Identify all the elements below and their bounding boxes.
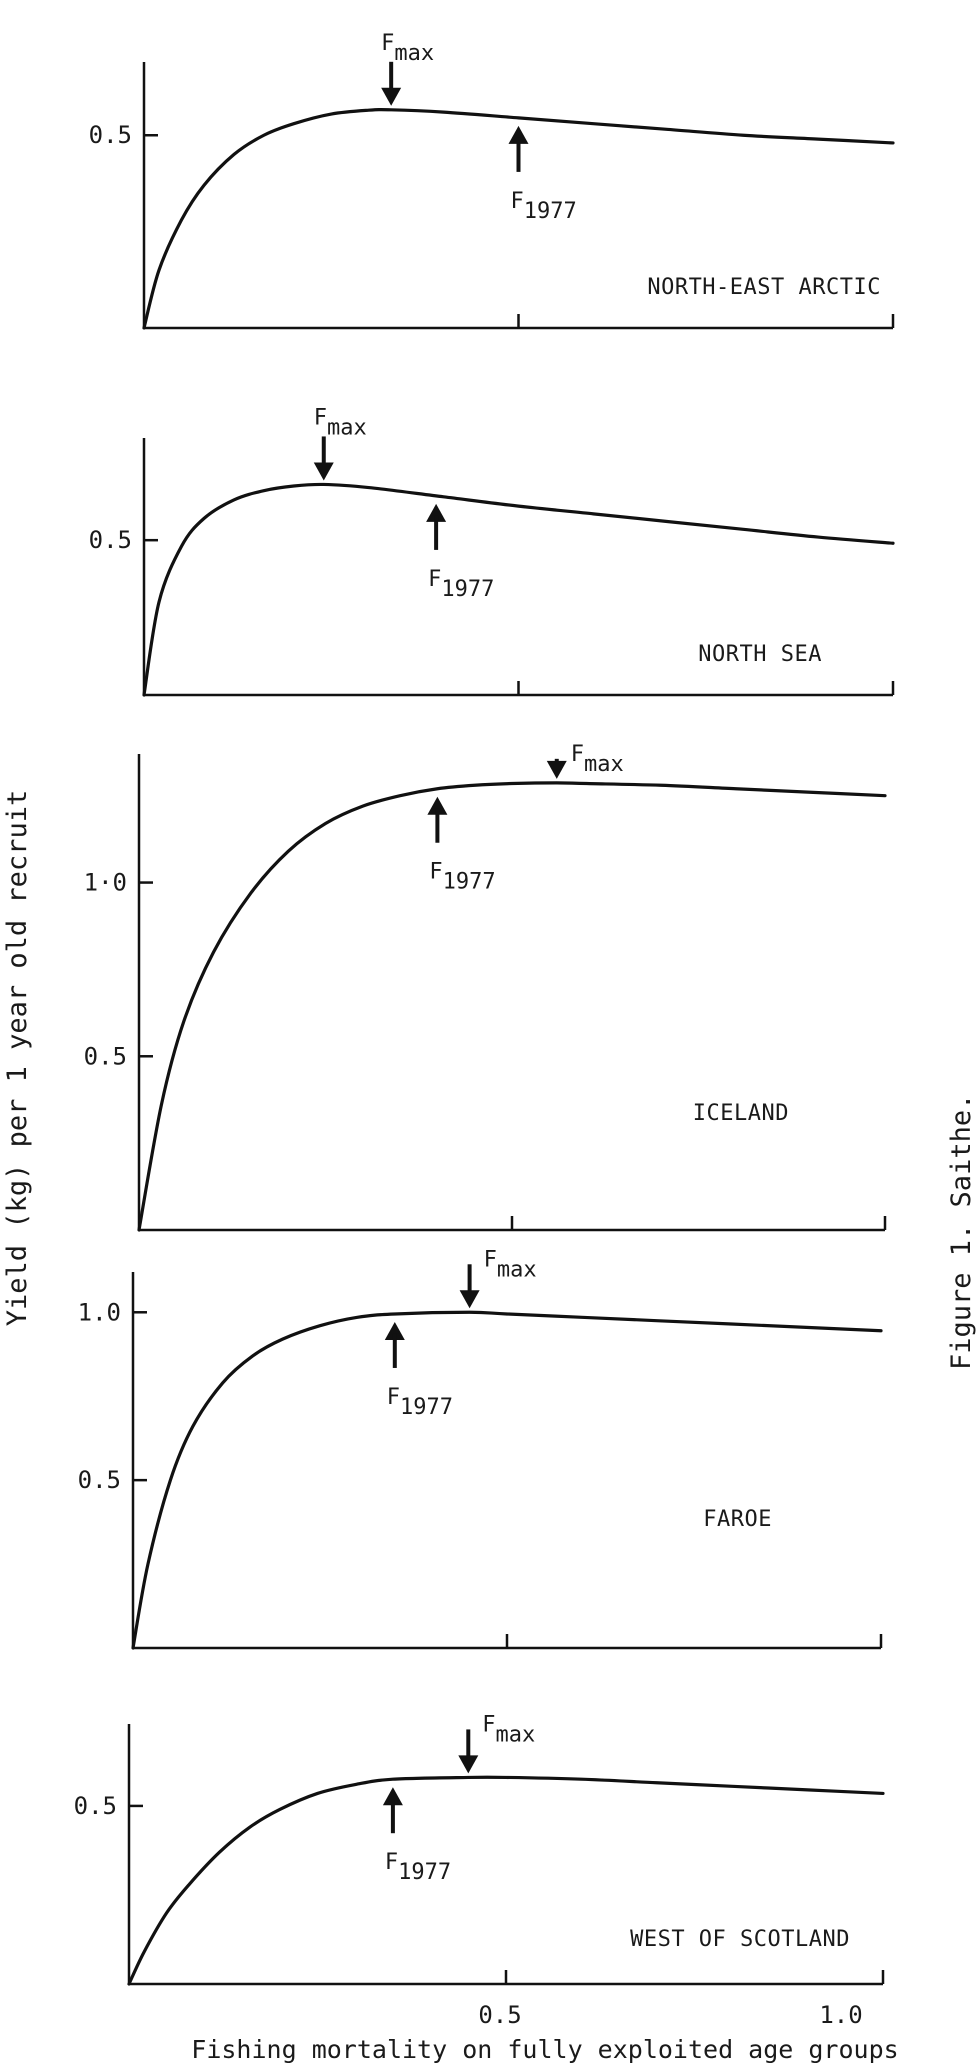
y-tick-label: 0.5 bbox=[89, 526, 132, 554]
panel-north-east-arctic: 0.5 Fmax F1977 NORTH-EAST ARCTIC bbox=[89, 31, 895, 330]
region-label: ICELAND bbox=[693, 1101, 789, 1126]
panel-west-of-scotland: 0.5 Fmax F1977 WEST OF SCOTLAND bbox=[74, 1712, 885, 1986]
fmax-label: Fmax bbox=[484, 1247, 537, 1282]
f1977-arrow: F1977 bbox=[426, 503, 494, 602]
region-label: WEST OF SCOTLAND bbox=[630, 1927, 850, 1952]
yield-curve bbox=[127, 1775, 885, 1986]
f1977-label: F1977 bbox=[429, 860, 495, 895]
panel-faroe: 0.5 1.0 Fmax F1977 FAROE bbox=[78, 1247, 883, 1650]
region-label: NORTH SEA bbox=[698, 642, 822, 667]
fmax-label: Fmax bbox=[314, 405, 367, 440]
y-tick-label: 1·0 bbox=[84, 869, 127, 897]
x-tick-label-1-0: 1.0 bbox=[819, 2001, 862, 2029]
chart-panels: 0.5 Fmax F1977 NORTH-EAST ARCTIC 0.5 Fmax F197… bbox=[74, 31, 895, 1986]
f1977-label: F1977 bbox=[387, 1385, 453, 1420]
yield-curve bbox=[137, 781, 887, 1232]
panel-iceland: 0.5 1·0 Fmax F1977 ICELAND bbox=[84, 742, 887, 1232]
yield-curve bbox=[142, 107, 895, 330]
region-label: FAROE bbox=[703, 1507, 772, 1532]
fmax-label: Fmax bbox=[571, 742, 624, 777]
fmax-arrow: Fmax bbox=[313, 405, 367, 481]
f1977-label: F1977 bbox=[511, 189, 577, 224]
x-tick-label-0-5: 0.5 bbox=[478, 2001, 521, 2029]
y-axis-label: Yield (kg) per 1 year old recruit bbox=[2, 790, 33, 1326]
y-tick-label: 0.5 bbox=[74, 1792, 117, 1820]
yield-curve bbox=[142, 482, 895, 697]
fmax-arrow: Fmax bbox=[546, 742, 624, 779]
y-tick-label: 1.0 bbox=[78, 1298, 121, 1326]
region-label: NORTH-EAST ARCTIC bbox=[647, 275, 881, 300]
y-tick-label: 0.5 bbox=[78, 1466, 121, 1494]
fmax-arrow: Fmax bbox=[458, 1712, 535, 1774]
fmax-label: Fmax bbox=[482, 1712, 535, 1747]
fmax-arrow: Fmax bbox=[459, 1247, 537, 1309]
f1977-arrow: F1977 bbox=[384, 1321, 453, 1420]
fmax-arrow: Fmax bbox=[381, 31, 434, 106]
f1977-arrow: F1977 bbox=[427, 796, 496, 895]
f1977-arrow: F1977 bbox=[382, 1787, 451, 1885]
fmax-label: Fmax bbox=[381, 31, 434, 66]
x-axis-label: Fishing mortality on fully exploited age… bbox=[191, 2035, 898, 2064]
panel-north-sea: 0.5 Fmax F1977 NORTH SEA bbox=[89, 405, 895, 697]
f1977-arrow: F1977 bbox=[508, 125, 577, 224]
f1977-label: F1977 bbox=[428, 567, 494, 602]
f1977-label: F1977 bbox=[385, 1850, 451, 1885]
yield-curve bbox=[131, 1310, 883, 1650]
y-tick-label: 0.5 bbox=[84, 1042, 127, 1070]
y-tick-label: 0.5 bbox=[89, 121, 132, 149]
figure-caption: Figure 1. Saithe. bbox=[946, 1094, 977, 1370]
